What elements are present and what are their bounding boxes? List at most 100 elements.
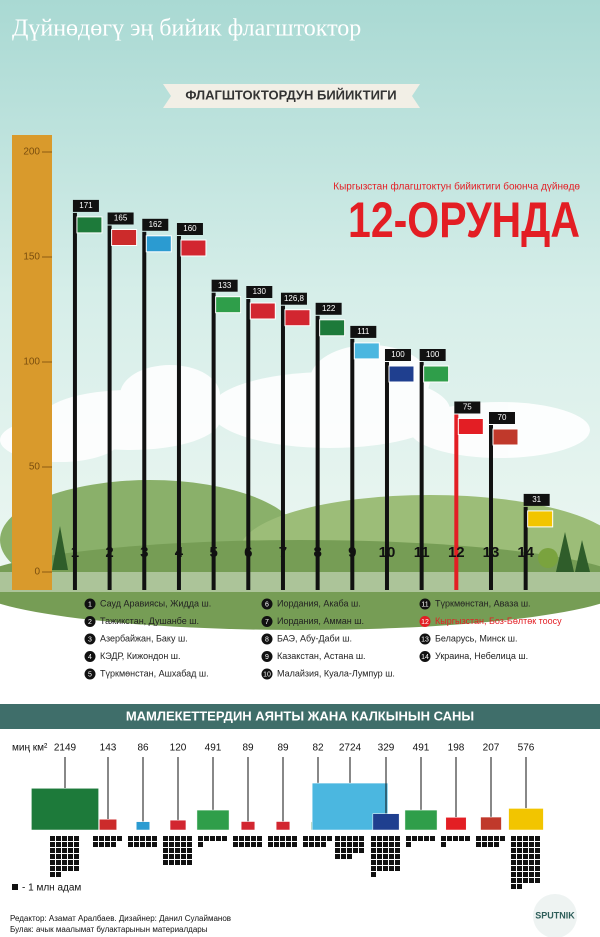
population-square — [134, 842, 139, 847]
population-square — [105, 842, 110, 847]
population-square — [257, 842, 262, 847]
population-square — [105, 836, 110, 841]
population-square — [383, 842, 388, 847]
population-square — [424, 836, 429, 841]
flag — [527, 510, 554, 528]
pole — [211, 292, 216, 590]
population-square — [233, 836, 238, 841]
population-square — [50, 836, 55, 841]
legend-entry: Беларусь, Минск ш. — [435, 633, 518, 643]
area-label: 491 — [413, 743, 430, 754]
population-square — [140, 836, 145, 841]
value-label-box — [454, 401, 481, 414]
population-square — [68, 866, 73, 871]
population-square — [347, 854, 352, 859]
population-square — [347, 836, 352, 841]
population-square — [93, 836, 98, 841]
population-square — [529, 878, 534, 883]
population-squares — [50, 836, 79, 877]
area-label: 82 — [312, 743, 324, 754]
population-square — [389, 860, 394, 865]
legend-marker — [84, 616, 96, 627]
area-label: 329 — [378, 743, 395, 754]
population-square — [169, 860, 174, 865]
x-tick-label: 9 — [348, 544, 356, 561]
population-square — [517, 848, 522, 853]
population-square — [341, 842, 346, 847]
population-square — [62, 836, 67, 841]
population-square — [251, 836, 256, 841]
legend-marker — [261, 633, 273, 645]
population-square — [517, 866, 522, 871]
legend-number: 9 — [265, 654, 269, 661]
population-square — [187, 836, 192, 841]
population-square — [99, 836, 104, 841]
area-flag — [372, 813, 400, 831]
population-square — [216, 836, 221, 841]
population-square — [371, 848, 376, 853]
population-square — [395, 866, 400, 871]
population-square — [50, 872, 55, 877]
value-label: 133 — [218, 281, 232, 290]
flag — [319, 319, 346, 337]
population-square — [152, 842, 157, 847]
population-square — [204, 836, 209, 841]
population-square — [383, 866, 388, 871]
population-squares — [511, 836, 540, 889]
population-square — [181, 854, 186, 859]
population-square — [476, 842, 481, 847]
legend-number: 2 — [88, 619, 92, 626]
pole — [488, 425, 493, 590]
area-flag — [136, 821, 150, 831]
population-square — [371, 836, 376, 841]
population-square — [347, 842, 352, 847]
pole — [72, 212, 77, 590]
population-square — [371, 860, 376, 865]
population-square — [511, 884, 516, 889]
legend-entry: КЭДР, Кижондон ш. — [100, 651, 181, 661]
population-square — [500, 836, 505, 841]
editor: Редактор: Азамат Аралбаев. Дизайнер: Дан… — [10, 914, 231, 923]
legend-entry: Иордания, Акаба ш. — [277, 598, 361, 608]
flag — [457, 418, 484, 435]
population-square — [128, 836, 133, 841]
population-square — [303, 842, 308, 847]
area-flag — [480, 816, 502, 831]
value-label: 122 — [322, 304, 336, 313]
population-square — [371, 842, 376, 847]
area-flag — [240, 821, 256, 831]
legend-marker — [261, 616, 273, 627]
population-square — [517, 854, 522, 859]
y-tick-label: 100 — [23, 357, 40, 368]
population-square — [465, 836, 470, 841]
population-square — [377, 848, 382, 853]
population-square — [535, 836, 540, 841]
legend-marker — [419, 616, 431, 627]
population-square — [68, 854, 73, 859]
pole — [246, 299, 251, 590]
population-square — [111, 842, 116, 847]
population-square — [359, 836, 364, 841]
population-square — [146, 842, 151, 847]
population-square — [523, 878, 528, 883]
population-square — [56, 854, 61, 859]
population-square — [377, 866, 382, 871]
value-label-box — [72, 199, 99, 212]
population-square — [169, 848, 174, 853]
population-square — [68, 848, 73, 853]
population-square — [523, 854, 528, 859]
chart-title: ФЛАГШТОКТОРДУН БИЙИКТИГИ — [185, 87, 396, 102]
page-title: Дүйнөдөгү эң бийик флагштоктор — [12, 16, 361, 42]
population-square — [327, 836, 332, 841]
population-square — [175, 842, 180, 847]
population-square — [303, 836, 308, 841]
source: Булак: ачык маалымат булактарынын матери… — [10, 925, 208, 934]
population-square — [395, 860, 400, 865]
y-tick-label: 50 — [29, 462, 41, 473]
population-square — [50, 866, 55, 871]
area-flag — [99, 818, 117, 831]
legend-entry: Сауд Аравиясы, Жидда ш. — [100, 598, 211, 608]
population-square — [93, 842, 98, 847]
population-square — [198, 836, 203, 841]
value-label-box — [142, 218, 169, 231]
